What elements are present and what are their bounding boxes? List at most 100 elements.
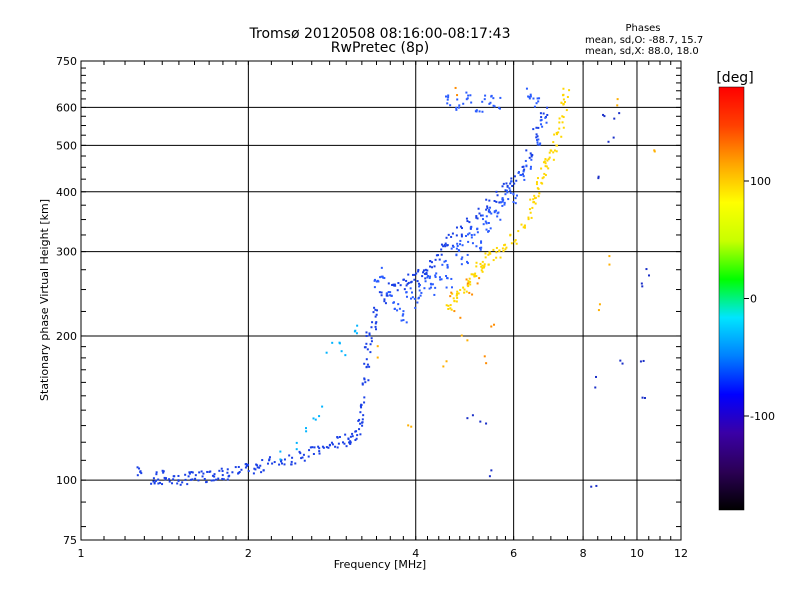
data-point — [499, 96, 502, 99]
data-point — [533, 105, 536, 108]
data-point — [305, 430, 308, 433]
data-point — [495, 256, 498, 259]
data-point — [460, 235, 463, 238]
data-point — [457, 292, 460, 295]
data-point — [561, 121, 564, 124]
data-point — [565, 109, 568, 112]
data-point — [162, 471, 165, 474]
data-point — [438, 276, 441, 279]
data-point — [344, 354, 347, 357]
data-point — [349, 435, 352, 438]
data-point — [312, 417, 315, 420]
data-point — [418, 289, 421, 292]
data-point — [539, 119, 542, 122]
data-point — [331, 341, 334, 344]
data-point — [530, 216, 533, 219]
data-point — [535, 133, 538, 136]
data-point — [536, 139, 539, 142]
data-point — [152, 480, 155, 483]
data-point — [441, 263, 444, 266]
data-point — [471, 242, 474, 245]
data-point — [376, 345, 379, 348]
data-point — [485, 221, 488, 224]
data-point — [428, 277, 431, 280]
data-point — [618, 112, 621, 115]
data-point — [268, 458, 271, 461]
data-point — [355, 437, 358, 440]
data-point — [467, 285, 470, 288]
data-point — [390, 294, 393, 297]
data-point — [532, 97, 535, 100]
data-point — [550, 149, 553, 152]
data-point — [545, 121, 548, 124]
data-point — [456, 244, 459, 247]
data-point — [458, 249, 461, 252]
data-point — [380, 275, 383, 278]
data-point — [349, 441, 352, 444]
data-point — [527, 216, 530, 219]
data-point — [498, 250, 501, 253]
data-point — [465, 278, 468, 281]
data-point — [222, 478, 225, 481]
data-point — [504, 189, 507, 192]
data-point — [394, 284, 397, 287]
data-point — [420, 291, 423, 294]
data-point — [237, 465, 240, 468]
data-point — [533, 197, 536, 200]
data-point — [301, 456, 304, 459]
data-point — [365, 334, 368, 337]
data-point — [363, 362, 366, 365]
data-point — [363, 378, 366, 381]
data-point — [157, 482, 160, 485]
data-point — [536, 177, 539, 180]
data-point — [364, 381, 367, 384]
data-point — [168, 478, 171, 481]
data-point — [302, 453, 305, 456]
data-point — [455, 226, 458, 229]
data-point — [449, 104, 452, 107]
data-point — [396, 309, 399, 312]
colorbar-ticks: 100 0 -100 — [744, 175, 775, 423]
data-point — [136, 474, 139, 477]
data-point — [397, 303, 400, 306]
data-point — [418, 284, 421, 287]
data-point — [456, 296, 459, 299]
data-point — [597, 177, 600, 180]
data-point — [200, 470, 203, 473]
phases-line-o: mean, sd,O: -88.7, 15.7 — [585, 35, 703, 46]
colorbar-tick-label: 100 — [750, 175, 771, 188]
data-point — [399, 284, 402, 287]
data-point — [226, 471, 229, 474]
data-point — [374, 322, 377, 325]
data-point — [529, 165, 532, 168]
data-point — [506, 191, 509, 194]
data-point — [640, 282, 643, 285]
data-point — [469, 94, 472, 97]
data-point — [417, 282, 420, 285]
data-point — [260, 471, 263, 474]
data-point — [528, 156, 531, 159]
data-point — [495, 246, 498, 249]
data-point — [455, 234, 458, 237]
data-point — [535, 102, 538, 105]
data-point — [501, 197, 504, 200]
x-tick-label: 12 — [674, 547, 688, 560]
data-point — [447, 233, 450, 236]
data-point — [374, 325, 377, 328]
data-point — [307, 455, 310, 458]
data-point — [528, 97, 531, 100]
data-point — [479, 247, 482, 250]
data-point — [273, 461, 276, 464]
data-point — [455, 247, 458, 250]
data-point — [413, 273, 416, 276]
data-point — [189, 478, 192, 481]
data-point — [544, 174, 547, 177]
data-point — [184, 478, 187, 481]
data-point — [384, 302, 387, 305]
data-point — [429, 260, 432, 263]
data-point — [497, 211, 500, 214]
data-point — [442, 365, 445, 368]
data-point — [409, 297, 412, 300]
data-point — [226, 478, 229, 481]
data-point — [469, 283, 472, 286]
